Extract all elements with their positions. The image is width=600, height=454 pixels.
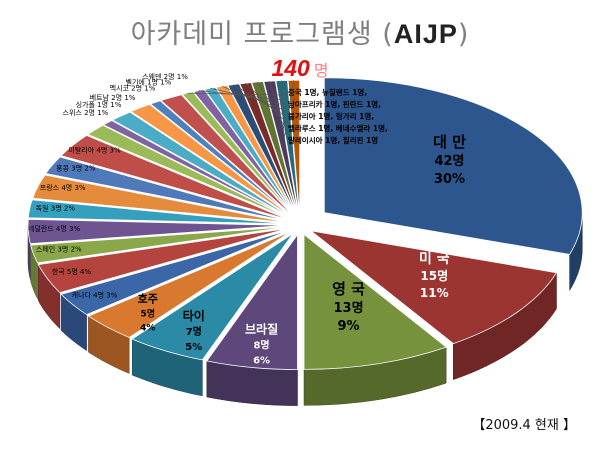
grouped-label-line: 중국 1명, 뉴질랜드 1명, [288,87,367,97]
pie-slice [310,230,558,345]
pie-slice [303,233,448,370]
slice-label-small: 스위스 2명 1% [63,108,109,117]
pie-slice [45,156,288,222]
slice-label-small: 한국 5명 4% [52,267,92,276]
total-count: 140 명 [0,55,600,82]
pie-slice [32,174,287,223]
slice-label-small: 독일 3명 2% [36,203,76,212]
grouped-label-line: 말레이시아 1명, 필리핀 1명 [288,135,378,145]
pie-slice [204,86,296,216]
slice-label-percent: 6% [253,355,270,366]
slice-label-percent: 4% [140,323,155,333]
pie-slice [102,120,291,219]
slice-label-small: 프랑스 4명 3% [40,183,86,192]
slice-label-count: 42명 [434,153,464,169]
slice-label-small: 홍콩 3명 2% [56,164,96,173]
title-suffix: ) [457,19,470,50]
pie-slice [215,85,297,216]
chart-title: 아카데미 프로그램생 (AIJP) [0,12,600,51]
slice-label-percent: 11% [420,286,449,300]
slice-label-count: 7명 [186,325,202,338]
total-value: 140 [271,55,310,81]
slice-label-name: 영 국 [332,280,365,298]
pie-slice [251,81,299,216]
pie-slice [27,218,287,245]
total-unit: 명 [313,63,329,80]
slice-label-count: 5명 [141,307,156,319]
leader-line [283,80,295,141]
grouped-label-line: 남아프리카 1명, 핀란드 1명, [288,99,381,109]
slice-label-small: 스페인 3명 2% [36,244,82,253]
slice-label-count: 13명 [334,300,364,316]
title-prefix: 아카데미 프로그램생 ( [130,19,394,50]
pie-slice [86,124,290,219]
slice-label-count: 8명 [253,338,269,351]
leader-line [269,81,285,131]
leader-line [233,84,285,116]
slice-label-name: 호주 [138,291,158,305]
pie-slice [149,100,293,218]
leader-line [257,81,285,126]
slice-label-count: 15명 [420,269,448,283]
pie-slice [60,230,289,316]
slice-label-small: 멕시코 2명 1% [110,84,156,93]
pie-slice [206,233,298,371]
leader-line [221,86,285,111]
leader-line [281,80,285,136]
title-aijp: AIJP [393,19,458,49]
slice-label-name: 대 만 [433,133,466,151]
slice-label-name: 미 국 [419,251,450,267]
slice-label-name: 브라질 [245,321,278,336]
grouped-label-line: 벨라루스 1명, 베네수엘라 1명, [288,123,388,133]
slice-label-small: 네덜란드 4명 3% [28,224,81,233]
pie-slice [131,233,294,361]
slice-label-small: 캐나다 4명 3% [72,290,118,299]
pie-slice [60,134,289,220]
slice-label-percent: 30% [434,172,465,187]
slice-label-name: 타이 [183,308,205,323]
slice-label-percent: 5% [185,342,202,353]
slice-label-small: 베트남 2명 1% [90,93,136,102]
pie-slice [130,103,293,218]
pie-slice [111,111,292,218]
pie-slice [37,228,288,294]
slice-label-small: 이탈리아 4명 3% [68,146,121,155]
pie-slice [87,231,291,338]
date-footnote: 【2009.4 현재 】 [472,418,576,433]
pie-slice [27,199,287,225]
slice-label-small: 싱가폴 1명 1% [76,100,122,109]
leader-line [210,88,285,106]
pie-slice [160,94,294,217]
pie-slice [30,226,287,264]
slice-label-small: 스웨덴 2명 1% [142,72,188,81]
slice-label-small: 벨기에 1명 1% [126,78,172,87]
leader-line [245,82,285,121]
grouped-label-line: 불가리아 1명, 헝가리 1명, [288,111,374,121]
pie-slice [323,77,583,255]
slice-label-percent: 9% [338,319,360,334]
